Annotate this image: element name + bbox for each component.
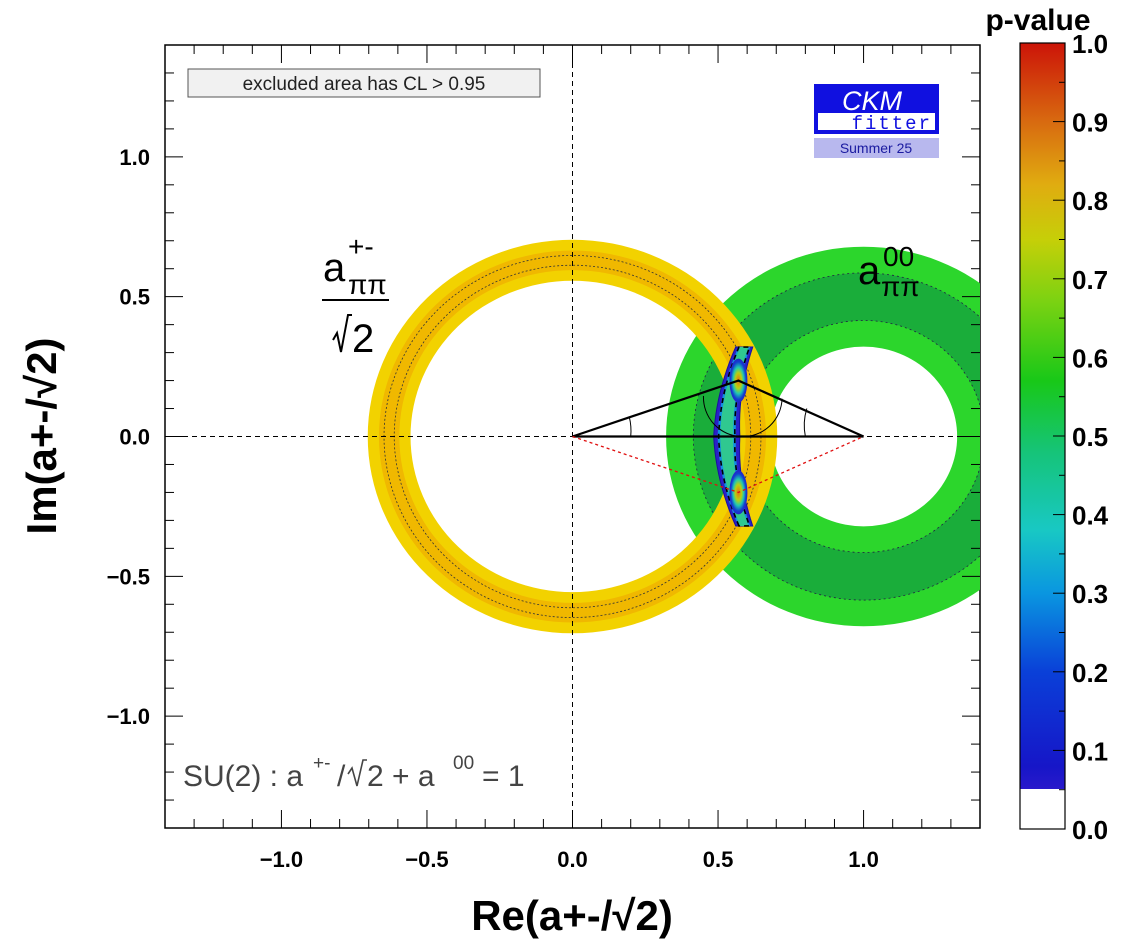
y-tick-labels: 1.0 0.5 0.0 −0.5 −1.0 [107,145,150,729]
colorbar-tick-label: 0.3 [1072,579,1108,609]
logo-title: CKM [842,86,903,116]
colorbar-tick-label: 0.9 [1072,108,1108,138]
colorbar-tick-label: 0.4 [1072,501,1109,531]
colorbar: p-value 1.0 0.9 0.8 0.7 0.6 0.5 0.4 0.3 … [985,4,1108,845]
a00-label-sub: ππ [881,271,920,302]
logo-inner-band [818,113,935,130]
a00-label-main: a [858,249,881,293]
x-axis-title: Re(a+-/√2) [471,892,673,939]
contour-regions [367,239,980,634]
x-tick-label: 0.5 [703,847,734,872]
colorbar-tick-labels: 1.0 0.9 0.8 0.7 0.6 0.5 0.4 0.3 0.2 0.1 … [1072,29,1109,845]
apm-label-sub: ππ [348,269,387,300]
axis-ticks [164,44,981,829]
annotation-frame [187,68,541,98]
y-tick-label: −0.5 [107,564,150,589]
y-axis-title: Im(a+-/√2) [18,338,65,535]
a00-label-sup: 00 [883,241,914,272]
x-tick-label: −1.0 [260,847,303,872]
su2-sup1: +- [313,753,330,774]
a00-label: a 00 ππ [858,241,920,302]
y-tick-label: 1.0 [119,145,150,170]
su2-root-arg: 2 [367,760,384,793]
colorbar-tick-label: 0.1 [1072,736,1108,766]
y-tick-label: −1.0 [107,704,150,729]
apm-sqrt-sign [332,314,352,353]
a00-ring-outer-contour [692,272,980,601]
ckmfitter-logo: CKM fitter Summer 25 [814,84,939,158]
x-tick-label: 1.0 [848,847,879,872]
x-tick-label: −0.5 [405,847,448,872]
su2-plus: + a [392,760,435,793]
annotation-text: excluded area has CL > 0.95 [243,74,486,95]
a00-ring-core [693,272,980,601]
colorbar-tick-label: 0.2 [1072,658,1108,688]
y-tick-label: 0.5 [119,285,150,310]
x-tick-labels: −1.0 −0.5 0.0 0.5 1.0 [260,847,879,872]
colorbar-title: p-value [985,4,1090,37]
angle-arc-top [702,395,783,438]
intersection-region-inner [720,347,749,526]
intersection-dashed-contour [717,346,751,527]
apm-label-den: 2 [352,317,374,361]
logo-subtitle: fitter [852,113,932,135]
su2-relation: SU(2) : a +- / 2 + a 00 = 1 [183,753,525,793]
colorbar-tick-label: 0.6 [1072,343,1108,373]
angle-arc-left [628,416,632,437]
colorbar-tick-label: 1.0 [1072,29,1108,59]
colorbar-tick-label: 0.8 [1072,186,1108,216]
x-tick-label: 0.0 [557,847,588,872]
amplitude-triangle [572,379,865,494]
colorbar-zero-band [1020,789,1065,829]
logo-season: Summer 25 [840,140,913,156]
colorbar-ticks [1053,42,1065,830]
logo-season-band [814,138,939,158]
apm-label-sup: +- [348,231,374,262]
su2-prefix: SU(2) : a [183,760,303,793]
apm-label-main: a [323,246,346,290]
su2-sqrt-sign [347,759,367,787]
su2-suffix: = 1 [482,760,525,793]
triangle-upper [572,379,865,438]
triangle-mirror [572,435,864,494]
colorbar-tick-label: 0.5 [1072,422,1108,452]
y-tick-label: 0.0 [119,425,150,450]
angle-arc-right [803,408,808,437]
annotation-box: excluded area has CL > 0.95 [187,68,541,98]
colorbar-tick-label: 0.7 [1072,265,1108,295]
su2-slash: / [337,760,346,793]
colorbar-tick-label: 0.0 [1072,815,1108,845]
apm-label: a +- ππ 2 [322,231,389,361]
su2-sup2: 00 [453,753,474,774]
